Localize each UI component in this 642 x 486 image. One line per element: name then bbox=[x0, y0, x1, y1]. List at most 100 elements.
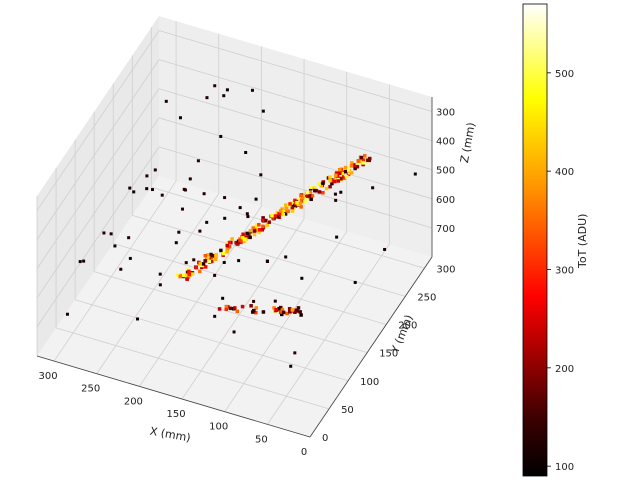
data-point bbox=[128, 186, 132, 190]
data-point bbox=[356, 159, 360, 163]
data-point bbox=[303, 200, 307, 204]
data-point bbox=[339, 190, 343, 194]
data-point bbox=[254, 310, 258, 315]
grid-line bbox=[158, 88, 433, 171]
data-point bbox=[194, 265, 199, 270]
data-point bbox=[299, 193, 303, 198]
data-point bbox=[205, 220, 209, 224]
data-point bbox=[305, 194, 310, 198]
data-point bbox=[253, 225, 258, 230]
colorbar: 100 200 300 400 500 ToT (ADU) bbox=[522, 3, 589, 477]
data-point bbox=[225, 248, 230, 252]
data-point bbox=[319, 183, 324, 188]
data-point bbox=[183, 273, 188, 277]
z-tick-label: 600 bbox=[436, 195, 455, 206]
x-tick-label: 150 bbox=[166, 409, 185, 420]
data-point bbox=[261, 310, 266, 314]
data-point bbox=[252, 299, 256, 303]
y-tick-label: 300 bbox=[436, 264, 455, 275]
data-point bbox=[300, 199, 305, 203]
data-point bbox=[250, 88, 254, 92]
data-point bbox=[284, 207, 289, 211]
data-point bbox=[333, 192, 337, 196]
y-axis-label: Y (mm) bbox=[388, 313, 416, 356]
data-point bbox=[252, 232, 257, 237]
axes: 3002502001501005000501001502002503003004… bbox=[36, 97, 455, 458]
data-point bbox=[290, 209, 295, 213]
data-point bbox=[343, 169, 348, 174]
data-point bbox=[328, 184, 332, 189]
data-point bbox=[254, 306, 258, 310]
data-point bbox=[246, 215, 250, 219]
data-point bbox=[222, 261, 226, 265]
data-point bbox=[158, 272, 162, 276]
data-point bbox=[362, 153, 367, 158]
data-point bbox=[186, 267, 190, 272]
data-point bbox=[310, 194, 315, 198]
colorbar-tick-label: 400 bbox=[555, 167, 574, 178]
grid-line bbox=[94, 271, 368, 354]
data-point bbox=[308, 190, 312, 195]
data-point bbox=[109, 232, 113, 236]
data-point bbox=[349, 164, 354, 168]
data-point bbox=[383, 247, 387, 251]
grid-line bbox=[181, 218, 305, 400]
data-point bbox=[198, 261, 202, 266]
data-point bbox=[213, 257, 218, 261]
data-point bbox=[338, 174, 343, 178]
data-point bbox=[113, 244, 117, 248]
data-point bbox=[334, 173, 338, 178]
data-point bbox=[184, 261, 188, 265]
data-point bbox=[219, 248, 223, 253]
data-point bbox=[177, 230, 181, 234]
data-point bbox=[254, 223, 259, 227]
grid-line bbox=[224, 231, 348, 412]
data-point bbox=[207, 259, 212, 264]
data-point bbox=[339, 176, 343, 181]
data-point bbox=[188, 177, 192, 181]
data-point bbox=[284, 255, 288, 259]
data-point bbox=[235, 242, 239, 246]
data-point bbox=[250, 228, 255, 232]
data-point bbox=[289, 364, 293, 368]
data-point bbox=[132, 190, 136, 194]
colorbar-tick-label: 300 bbox=[555, 266, 574, 277]
z-axis-label: Z (mm) bbox=[458, 121, 478, 164]
data-point bbox=[160, 193, 164, 197]
data-point bbox=[299, 313, 303, 317]
data-point bbox=[252, 229, 257, 233]
data-point bbox=[281, 209, 286, 214]
grid-line bbox=[36, 146, 160, 328]
data-point bbox=[283, 212, 288, 216]
data-point bbox=[187, 272, 192, 277]
back-right-pane bbox=[159, 16, 432, 257]
colorbar-ticks: 100 200 300 400 500 bbox=[547, 69, 574, 473]
z-tick-label: 300 bbox=[436, 108, 455, 119]
colorbar-label: ToT (ADU) bbox=[576, 214, 589, 269]
data-point bbox=[296, 306, 301, 310]
data-point bbox=[265, 223, 270, 227]
data-point bbox=[343, 165, 348, 170]
data-point bbox=[178, 116, 182, 120]
data-point bbox=[196, 159, 200, 163]
data-point bbox=[227, 240, 232, 245]
data-point bbox=[294, 308, 299, 312]
data-point bbox=[317, 190, 322, 194]
data-point bbox=[261, 218, 265, 223]
data-point bbox=[279, 211, 283, 216]
data-point bbox=[237, 259, 241, 263]
colorbar-tick-label: 100 bbox=[555, 462, 574, 473]
grid-line bbox=[158, 146, 433, 229]
data-point bbox=[324, 186, 329, 191]
data-point bbox=[257, 228, 262, 232]
data-point bbox=[353, 280, 357, 284]
axis-line bbox=[309, 256, 433, 438]
data-point bbox=[119, 267, 123, 271]
data-point bbox=[192, 258, 196, 262]
data-point bbox=[255, 228, 260, 233]
data-point bbox=[251, 226, 255, 230]
data-point bbox=[205, 96, 209, 100]
data-point bbox=[254, 197, 258, 201]
data-point bbox=[213, 273, 217, 277]
data-point bbox=[224, 307, 228, 311]
